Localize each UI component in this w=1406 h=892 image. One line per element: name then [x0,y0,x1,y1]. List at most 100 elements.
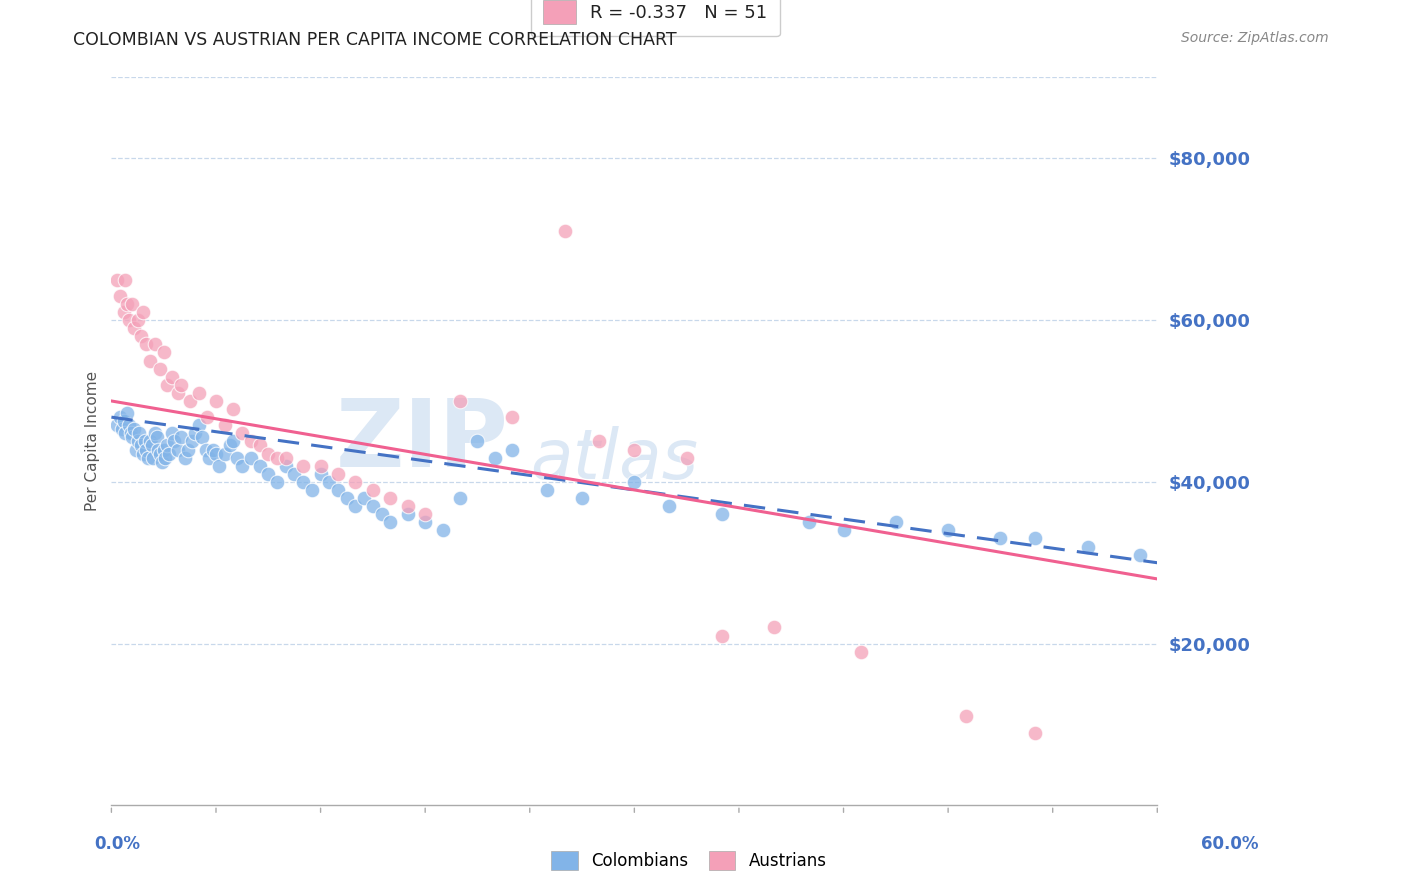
Point [413,516,436,530]
Point [326,483,349,497]
Point [162,426,184,441]
Point [257,446,280,460]
Point [449,491,471,505]
Point [1077,540,1099,554]
Point [231,426,253,441]
Point [177,442,200,457]
Point [344,475,367,489]
Point [326,467,349,481]
Point [105,418,128,433]
Point [501,442,523,457]
Point [112,414,135,428]
Point [239,434,262,449]
Point [292,458,315,473]
Point [274,458,297,473]
Point [432,524,454,538]
Point [205,394,228,409]
Point [122,321,145,335]
Point [222,402,245,417]
Point [226,450,249,465]
Point [149,361,172,376]
Point [152,442,174,457]
Text: Source: ZipAtlas.com: Source: ZipAtlas.com [1181,31,1329,45]
Point [336,491,359,505]
Point [214,418,236,433]
Point [675,450,697,465]
Point [180,434,202,449]
Point [990,532,1012,546]
Point [121,297,143,311]
Point [710,507,733,521]
Point [301,483,323,497]
Point [122,422,145,436]
Point [134,434,156,449]
Point [143,337,166,351]
Point [108,410,131,425]
Point [449,394,471,409]
Point [114,426,136,441]
Point [115,406,138,420]
Point [187,418,209,433]
Point [139,353,162,368]
Point [195,410,218,425]
Point [149,446,172,460]
Text: 60.0%: 60.0% [1201,835,1258,853]
Point [955,709,977,723]
Point [536,483,558,497]
Point [467,434,489,449]
Point [111,422,134,436]
Point [266,450,288,465]
Point [214,446,236,460]
Point [239,450,262,465]
Point [257,467,280,481]
Point [380,516,402,530]
Point [128,426,150,441]
Point [129,329,152,343]
Point [194,442,217,457]
Point [658,499,681,513]
Point [266,475,288,489]
Point [198,450,221,465]
Point [157,446,180,460]
Point [191,430,214,444]
Point [135,442,157,457]
Point [219,438,242,452]
Point [105,273,128,287]
Legend: R = -0.320   N = 87, R = -0.337   N = 51: R = -0.320 N = 87, R = -0.337 N = 51 [530,0,780,37]
Point [380,491,402,505]
Point [132,305,155,319]
Point [156,377,179,392]
Point [187,385,209,400]
Point [797,516,820,530]
Point [762,620,785,634]
Legend: Colombians, Austrians: Colombians, Austrians [544,844,834,877]
Point [413,507,436,521]
Point [121,430,143,444]
Point [127,313,149,327]
Point [936,524,959,538]
Point [292,475,315,489]
Point [554,224,576,238]
Point [309,458,332,473]
Point [396,499,419,513]
Point [361,483,384,497]
Point [249,458,271,473]
Point [162,369,184,384]
Point [344,499,367,513]
Y-axis label: Per Capita Income: Per Capita Income [86,371,100,511]
Point [832,524,855,538]
Point [849,645,872,659]
Point [163,434,186,449]
Point [120,426,142,441]
Point [249,438,271,452]
Point [166,385,188,400]
Text: COLOMBIAN VS AUSTRIAN PER CAPITA INCOME CORRELATION CHART: COLOMBIAN VS AUSTRIAN PER CAPITA INCOME … [73,31,676,49]
Point [222,434,245,449]
Point [283,467,305,481]
Point [115,297,138,311]
Point [114,273,136,287]
Point [1024,725,1046,739]
Point [309,467,332,481]
Point [1129,548,1152,562]
Point [108,289,131,303]
